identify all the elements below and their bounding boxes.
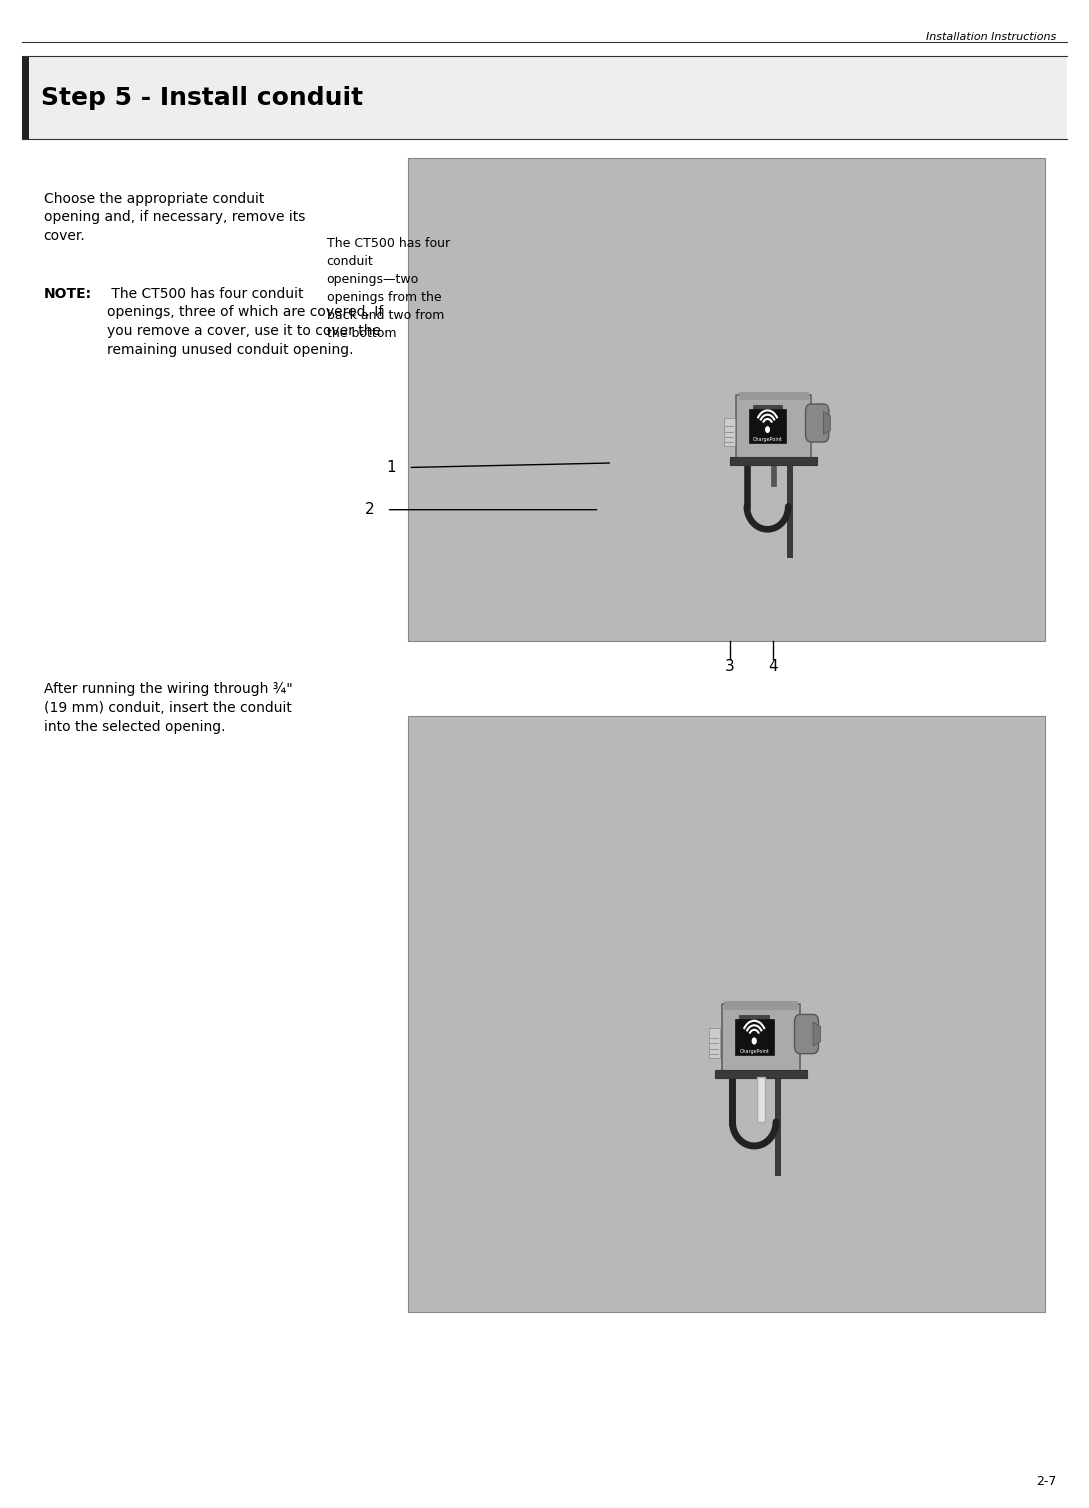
Text: NOTE:: NOTE: <box>44 287 91 300</box>
Circle shape <box>766 427 770 433</box>
Circle shape <box>737 1031 741 1038</box>
Bar <box>724 418 735 446</box>
Bar <box>757 1077 764 1122</box>
Text: ChargePoint: ChargePoint <box>752 437 783 442</box>
Bar <box>22 56 29 139</box>
Bar <box>738 392 809 401</box>
Bar <box>408 158 1045 641</box>
Bar <box>758 1075 763 1101</box>
Bar <box>739 1015 770 1024</box>
Bar <box>752 404 782 413</box>
Bar <box>724 1001 798 1010</box>
Text: Installation Instructions: Installation Instructions <box>926 32 1056 42</box>
Bar <box>787 395 794 558</box>
Text: Step 5 - Install conduit: Step 5 - Install conduit <box>41 86 364 110</box>
Circle shape <box>760 421 763 425</box>
Bar <box>408 716 1045 1312</box>
Text: 3: 3 <box>725 659 734 674</box>
FancyBboxPatch shape <box>806 404 829 442</box>
Text: 2: 2 <box>365 502 375 517</box>
Bar <box>709 1028 721 1059</box>
Polygon shape <box>823 412 831 434</box>
Text: The CT500 has four conduit
openings, three of which are covered. If
you remove a: The CT500 has four conduit openings, thr… <box>107 287 383 357</box>
Bar <box>731 457 817 464</box>
FancyBboxPatch shape <box>795 1015 819 1054</box>
Bar <box>22 56 1067 139</box>
Bar <box>722 1004 800 1071</box>
Circle shape <box>751 1038 757 1045</box>
Circle shape <box>751 421 755 425</box>
Text: 1: 1 <box>387 460 396 475</box>
Text: 4: 4 <box>769 659 778 674</box>
Circle shape <box>755 1031 758 1038</box>
Polygon shape <box>813 1022 821 1047</box>
Bar <box>775 1004 782 1176</box>
Bar <box>715 1069 807 1078</box>
Text: The CT500 has four
conduit
openings—two
openings from the
back and two from
the : The CT500 has four conduit openings—two … <box>327 237 450 339</box>
Text: After running the wiring through ¾"
(19 mm) conduit, insert the conduit
into the: After running the wiring through ¾" (19 … <box>44 682 292 733</box>
Text: ChargePoint: ChargePoint <box>739 1050 769 1054</box>
Bar <box>749 409 786 443</box>
Bar <box>736 395 811 458</box>
Bar <box>735 1019 774 1056</box>
Circle shape <box>746 1031 749 1038</box>
Text: 2-7: 2-7 <box>1036 1475 1056 1488</box>
Bar <box>771 461 776 486</box>
Circle shape <box>768 421 771 425</box>
Text: Choose the appropriate conduit
opening and, if necessary, remove its
cover.: Choose the appropriate conduit opening a… <box>44 192 305 243</box>
